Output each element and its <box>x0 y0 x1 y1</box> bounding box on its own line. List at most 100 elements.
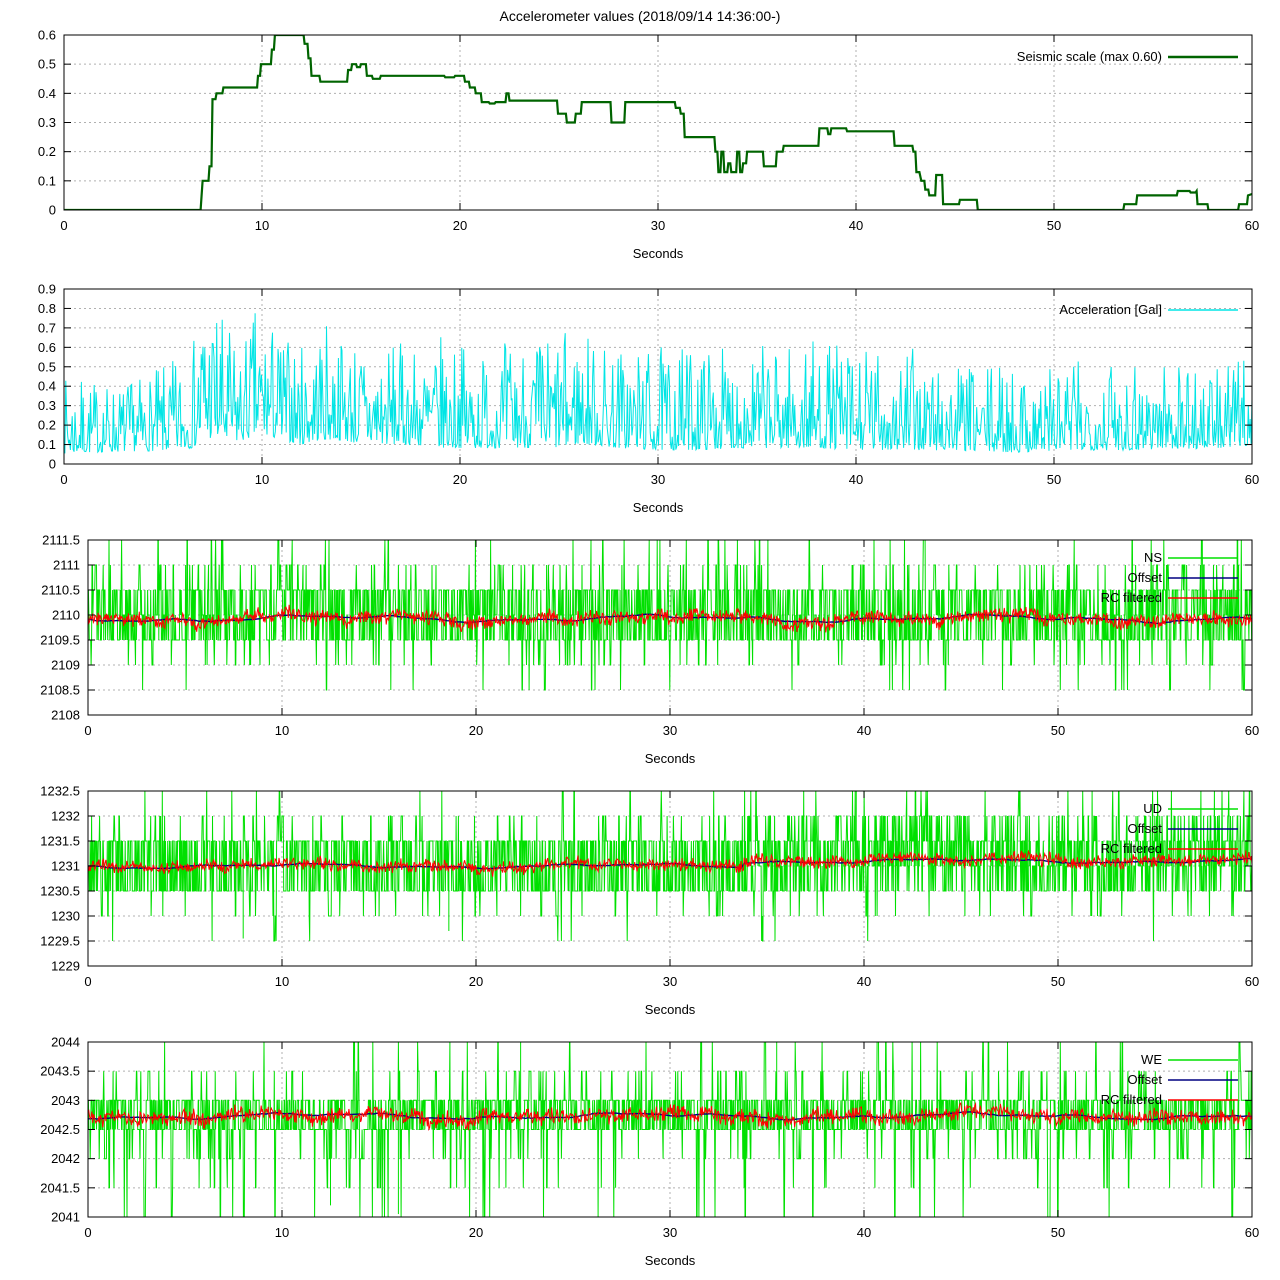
x-tick-label: 30 <box>651 472 665 487</box>
y-tick-label: 0.3 <box>38 115 56 130</box>
legend-label: NS <box>1144 550 1162 565</box>
panel-we: 2041 2041.5 2042 2042.5 2043 2043.5 2044 0 10 20 3… <box>40 1035 1259 1269</box>
x-tick-label: 30 <box>651 218 665 233</box>
y-tick-label: 1229.5 <box>40 934 80 949</box>
y-tick-label: 2041.5 <box>40 1180 80 1195</box>
x-tick-label: 0 <box>84 974 91 989</box>
panel-ns: 2108 2108.5 2109 2109.5 2110 2110.5 2111 2111.5… <box>40 533 1259 767</box>
x-axis-label: Seconds <box>633 500 684 515</box>
x-tick-label: 20 <box>453 472 467 487</box>
series-group <box>88 1042 1252 1217</box>
panel-ud: 1229 1229.5 1230 1230.5 1231 1231.5 1232 1232.5… <box>40 784 1259 1018</box>
legend-label: RC filtered <box>1101 590 1162 605</box>
y-tick-label: 0.5 <box>38 57 56 72</box>
x-tick-label: 0 <box>60 472 67 487</box>
y-tick-label: 0.5 <box>38 359 56 374</box>
series-ns-raw <box>88 540 1252 691</box>
y-tick-label: 1231.5 <box>40 834 80 849</box>
y-tick-label: 2042.5 <box>40 1122 80 1137</box>
x-tick-label: 20 <box>453 218 467 233</box>
x-tick-label: 0 <box>60 218 67 233</box>
y-tick-label: 0.3 <box>38 398 56 413</box>
y-tick-label: 2041 <box>51 1210 80 1225</box>
x-tick-label: 10 <box>275 974 289 989</box>
legend-label: Offset <box>1128 1072 1163 1087</box>
series-group <box>88 791 1252 942</box>
x-axis-label: Seconds <box>633 246 684 261</box>
x-tick-label: 20 <box>469 974 483 989</box>
axes: 2041 2041.5 2042 2042.5 2043 2043.5 2044 0 10 20 3… <box>40 1035 1259 1269</box>
x-tick-label: 10 <box>275 723 289 738</box>
x-tick-label: 40 <box>857 1225 871 1240</box>
y-tick-label: 2108.5 <box>40 683 80 698</box>
legend: Seismic scale (max 0.60) <box>1017 49 1238 64</box>
x-tick-label: 60 <box>1245 1225 1259 1240</box>
axes: 0 0.1 0.2 0.3 0.4 0.5 0.6 0 10 20 30 40 50 60 Seconds <box>38 28 1259 262</box>
x-tick-label: 40 <box>849 472 863 487</box>
legend-label: RC filtered <box>1101 1092 1162 1107</box>
y-tick-label: 0.1 <box>38 173 56 188</box>
x-tick-label: 10 <box>255 218 269 233</box>
legend: Acceleration [Gal] <box>1059 302 1238 317</box>
y-tick-label: 0.1 <box>38 437 56 452</box>
panel-seismic-scale: 0 0.1 0.2 0.3 0.4 0.5 0.6 0 10 20 30 40 50 60 Seconds S… <box>38 28 1259 262</box>
y-tick-label: 2110 <box>52 608 80 623</box>
x-tick-label: 40 <box>849 218 863 233</box>
x-axis-label: Seconds <box>645 751 696 766</box>
y-tick-label: 1232.5 <box>40 784 80 799</box>
legend: WE Offset RC filtered <box>1101 1052 1238 1107</box>
series-ud-rc-filtered <box>88 849 1252 877</box>
series-we-raw <box>88 1042 1252 1217</box>
y-tick-label: 2109.5 <box>40 633 80 648</box>
y-tick-label: 0.6 <box>38 28 56 43</box>
x-tick-label: 50 <box>1047 472 1061 487</box>
y-tick-label: 1230 <box>51 909 80 924</box>
y-tick-label: 2109 <box>51 658 80 673</box>
legend-label: RC filtered <box>1101 841 1162 856</box>
y-tick-label: 1229 <box>51 959 80 974</box>
y-tick-label: 0 <box>49 203 56 218</box>
y-tick-label: 0.4 <box>38 86 56 101</box>
y-tick-label: 0.6 <box>38 340 56 355</box>
series-group <box>64 313 1252 454</box>
y-tick-label: 2111.5 <box>42 533 80 548</box>
series-ud-raw <box>88 791 1252 942</box>
x-tick-label: 10 <box>275 1225 289 1240</box>
legend-label: Acceleration [Gal] <box>1059 302 1162 317</box>
legend: NS Offset RC filtered <box>1101 550 1238 605</box>
y-tick-label: 0.7 <box>38 320 56 335</box>
x-tick-label: 20 <box>469 723 483 738</box>
x-tick-label: 20 <box>469 1225 483 1240</box>
x-tick-label: 30 <box>663 723 677 738</box>
series-we-rc-filtered <box>88 1101 1252 1132</box>
axes: 0 0.1 0.2 0.3 0.4 0.5 0.6 0.7 0.8 0.9 0 10 20 30 40 50 6… <box>38 282 1259 516</box>
legend-label: UD <box>1143 801 1162 816</box>
chart-title: Accelerometer values (2018/09/14 14:36:0… <box>499 8 781 24</box>
x-tick-label: 10 <box>255 472 269 487</box>
series-seismic <box>64 35 1252 210</box>
legend-label: WE <box>1141 1052 1162 1067</box>
x-tick-label: 50 <box>1051 1225 1065 1240</box>
y-tick-label: 0.8 <box>38 301 56 316</box>
y-tick-label: 2111 <box>53 558 80 573</box>
axes: 2108 2108.5 2109 2109.5 2110 2110.5 2111 2111.5… <box>40 533 1259 767</box>
y-tick-label: 2108 <box>51 708 80 723</box>
x-tick-label: 40 <box>857 723 871 738</box>
x-tick-label: 60 <box>1245 974 1259 989</box>
series-group <box>88 540 1252 691</box>
y-tick-label: 0.2 <box>38 418 56 433</box>
y-tick-label: 2044 <box>51 1035 80 1050</box>
x-tick-label: 0 <box>84 1225 91 1240</box>
x-tick-label: 0 <box>84 723 91 738</box>
legend-label: Offset <box>1128 570 1163 585</box>
series-ns-offset <box>88 613 1252 625</box>
legend: UD Offset RC filtered <box>1101 801 1238 856</box>
x-tick-label: 50 <box>1051 723 1065 738</box>
y-tick-label: 0 <box>49 457 56 472</box>
x-axis-label: Seconds <box>645 1253 696 1268</box>
x-tick-label: 60 <box>1245 723 1259 738</box>
y-tick-label: 1231 <box>51 859 80 874</box>
y-tick-label: 0.4 <box>38 379 56 394</box>
